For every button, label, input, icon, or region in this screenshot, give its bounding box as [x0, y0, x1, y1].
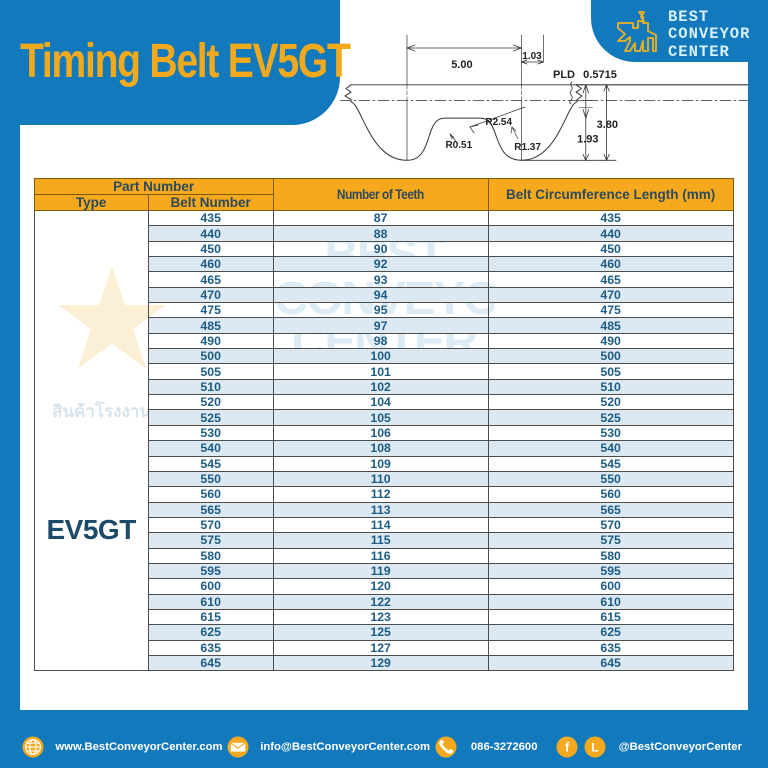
svg-text:1.03: 1.03: [522, 51, 542, 62]
svg-text:1.93: 1.93: [577, 134, 598, 146]
svg-text:R0.51: R0.51: [445, 140, 472, 151]
svg-text:L: L: [591, 740, 599, 754]
svg-text:R1.37: R1.37: [514, 142, 541, 153]
svg-text:5.00: 5.00: [451, 59, 472, 71]
svg-text:0.5715: 0.5715: [583, 69, 617, 81]
svg-text:3.80: 3.80: [597, 119, 618, 131]
svg-text:R2.54: R2.54: [485, 117, 512, 128]
svg-text:f: f: [565, 739, 570, 754]
svg-text:PLD: PLD: [553, 69, 575, 81]
